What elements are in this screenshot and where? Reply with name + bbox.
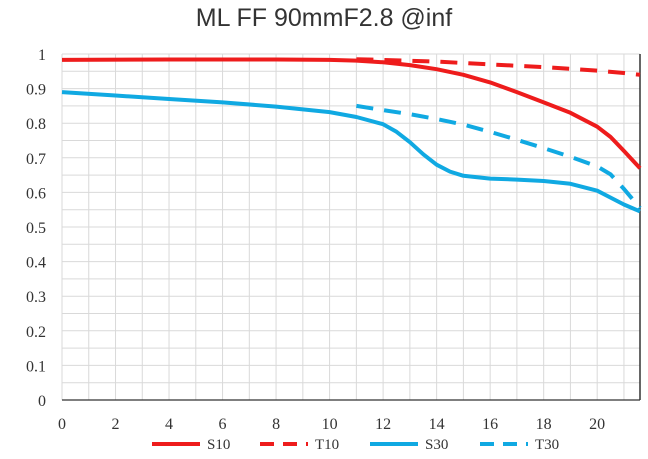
series-lines <box>61 57 642 214</box>
y-tick-label: 1 <box>38 47 46 64</box>
x-tick-label: 14 <box>429 416 445 433</box>
y-tick-label: 0.3 <box>26 289 46 306</box>
x-tick-label: 10 <box>322 416 338 433</box>
y-tick-label: 0.2 <box>26 324 46 341</box>
x-tick-label: 0 <box>58 416 66 433</box>
axes <box>62 54 641 401</box>
legend-label-s10: S10 <box>207 437 230 453</box>
y-tick-label: 0.5 <box>26 220 46 237</box>
y-tick-label: 0.6 <box>26 185 46 202</box>
y-tick-label: 0.4 <box>26 255 46 272</box>
chart-title: ML FF 90mmF2.8 @inf <box>195 4 453 32</box>
y-tick-label: 0 <box>38 393 46 410</box>
y-tick-label: 0.1 <box>26 358 46 375</box>
series-line-s30 <box>61 90 641 214</box>
series-line-t30 <box>356 103 642 210</box>
x-tick-label: 12 <box>375 416 391 433</box>
legend: S10 T10 S30 T30 <box>152 437 559 453</box>
x-tick-label: 16 <box>482 416 498 433</box>
legend-label-t30: T30 <box>535 437 559 453</box>
x-tick-label: 20 <box>589 416 605 433</box>
x-tick-label: 4 <box>165 416 173 433</box>
series-line-s10 <box>61 57 642 170</box>
y-tick-label: 0.8 <box>26 116 46 133</box>
y-tick-label: 0.9 <box>26 82 46 99</box>
y-tick-label: 0.7 <box>26 151 46 168</box>
x-tick-label: 8 <box>272 416 280 433</box>
series-line-t10 <box>356 57 641 77</box>
legend-label-s30: S30 <box>425 437 448 453</box>
legend-label-t10: T10 <box>315 437 339 453</box>
grid <box>61 53 640 401</box>
x-tick-label: 6 <box>219 416 227 433</box>
tick-labels: 0 2 4 6 8 10 12 14 16 18 20 0 0.1 0.2 0.3 0.4 0.5 0.6 0.7 0… <box>26 47 605 433</box>
x-tick-label: 2 <box>112 416 120 433</box>
x-tick-label: 18 <box>536 416 552 433</box>
